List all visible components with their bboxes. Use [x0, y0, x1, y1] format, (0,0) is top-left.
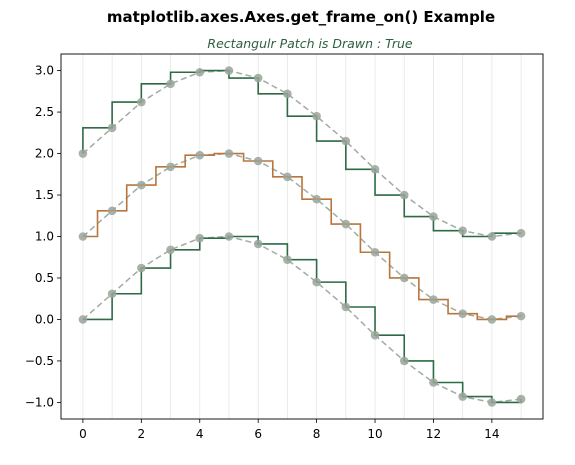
- data-point: [341, 302, 351, 312]
- data-point: [429, 295, 438, 304]
- x-tick-label: 2: [138, 427, 146, 441]
- data-point: [341, 219, 351, 229]
- data-point: [224, 149, 234, 158]
- y-tick-label: 2.5: [35, 105, 54, 119]
- data-point: [195, 67, 205, 77]
- data-point: [516, 311, 526, 321]
- x-tick-label: 14: [484, 427, 499, 441]
- data-point: [107, 289, 117, 299]
- data-point: [253, 73, 263, 83]
- data-point: [487, 232, 497, 241]
- data-point: [137, 180, 146, 190]
- x-tick-label: 4: [196, 427, 204, 441]
- y-tick-label: 1.0: [35, 230, 54, 244]
- data-point: [283, 172, 292, 182]
- data-point: [137, 97, 146, 107]
- data-point: [253, 156, 263, 166]
- y-tick-label: −0.5: [25, 354, 54, 368]
- data-point: [78, 149, 88, 158]
- data-point: [224, 232, 234, 241]
- series-guide-line: [82, 69, 522, 238]
- data-point: [399, 190, 409, 200]
- series-guide-line: [82, 235, 522, 404]
- data-point: [312, 111, 321, 121]
- data-point: [429, 212, 438, 221]
- x-tick-label: 8: [313, 427, 321, 441]
- data-point: [458, 309, 467, 318]
- y-tick-label: 1.5: [35, 188, 54, 202]
- data-point: [283, 89, 292, 99]
- data-point: [195, 150, 205, 160]
- data-point: [107, 123, 117, 133]
- series-step-line: [82, 235, 522, 404]
- data-point: [370, 330, 380, 340]
- x-tick-label: 6: [254, 427, 262, 441]
- data-point: [370, 165, 380, 174]
- x-tick-label: 0: [79, 427, 87, 441]
- data-point: [458, 226, 467, 235]
- data-point: [399, 356, 409, 366]
- x-tick-label: 12: [426, 427, 441, 441]
- y-tick-label: 2.0: [35, 147, 54, 161]
- data-point: [341, 136, 351, 146]
- data-point: [283, 255, 292, 265]
- data-point: [137, 263, 146, 273]
- data-point: [516, 394, 526, 404]
- data-point: [107, 206, 117, 216]
- data-point: [370, 247, 380, 257]
- data-point: [487, 398, 497, 407]
- series-step-line: [82, 152, 522, 321]
- y-tick-label: −1.0: [25, 395, 54, 409]
- series-step-line: [82, 69, 522, 238]
- data-point: [399, 273, 409, 283]
- data-point: [312, 277, 321, 287]
- data-point: [458, 392, 467, 401]
- data-point: [516, 228, 526, 238]
- data-point: [166, 162, 175, 172]
- x-tick-label: 10: [367, 427, 382, 441]
- data-point: [487, 315, 497, 324]
- y-tick-label: 0.0: [35, 312, 54, 326]
- data-point: [429, 378, 438, 387]
- y-tick-label: 0.5: [35, 271, 54, 285]
- data-point: [224, 66, 234, 75]
- plot-area: 0 2 4 6 8 10 12 14 −1.0 −0.5 0.0 0.5 1.0 1.5 2.0 2.5 3.0: [25, 53, 544, 441]
- data-point: [166, 79, 175, 89]
- data-point: [312, 194, 321, 204]
- y-tick-label: 3.0: [35, 64, 54, 78]
- data-point: [253, 239, 263, 249]
- data-point: [78, 315, 88, 324]
- data-point: [166, 245, 175, 255]
- data-point: [78, 232, 88, 241]
- chart-title: matplotlib.axes.Axes.get_frame_on() Exam…: [107, 8, 495, 26]
- chart-subtitle: Rectangulr Patch is Drawn : True: [207, 36, 412, 51]
- data-point: [195, 233, 205, 243]
